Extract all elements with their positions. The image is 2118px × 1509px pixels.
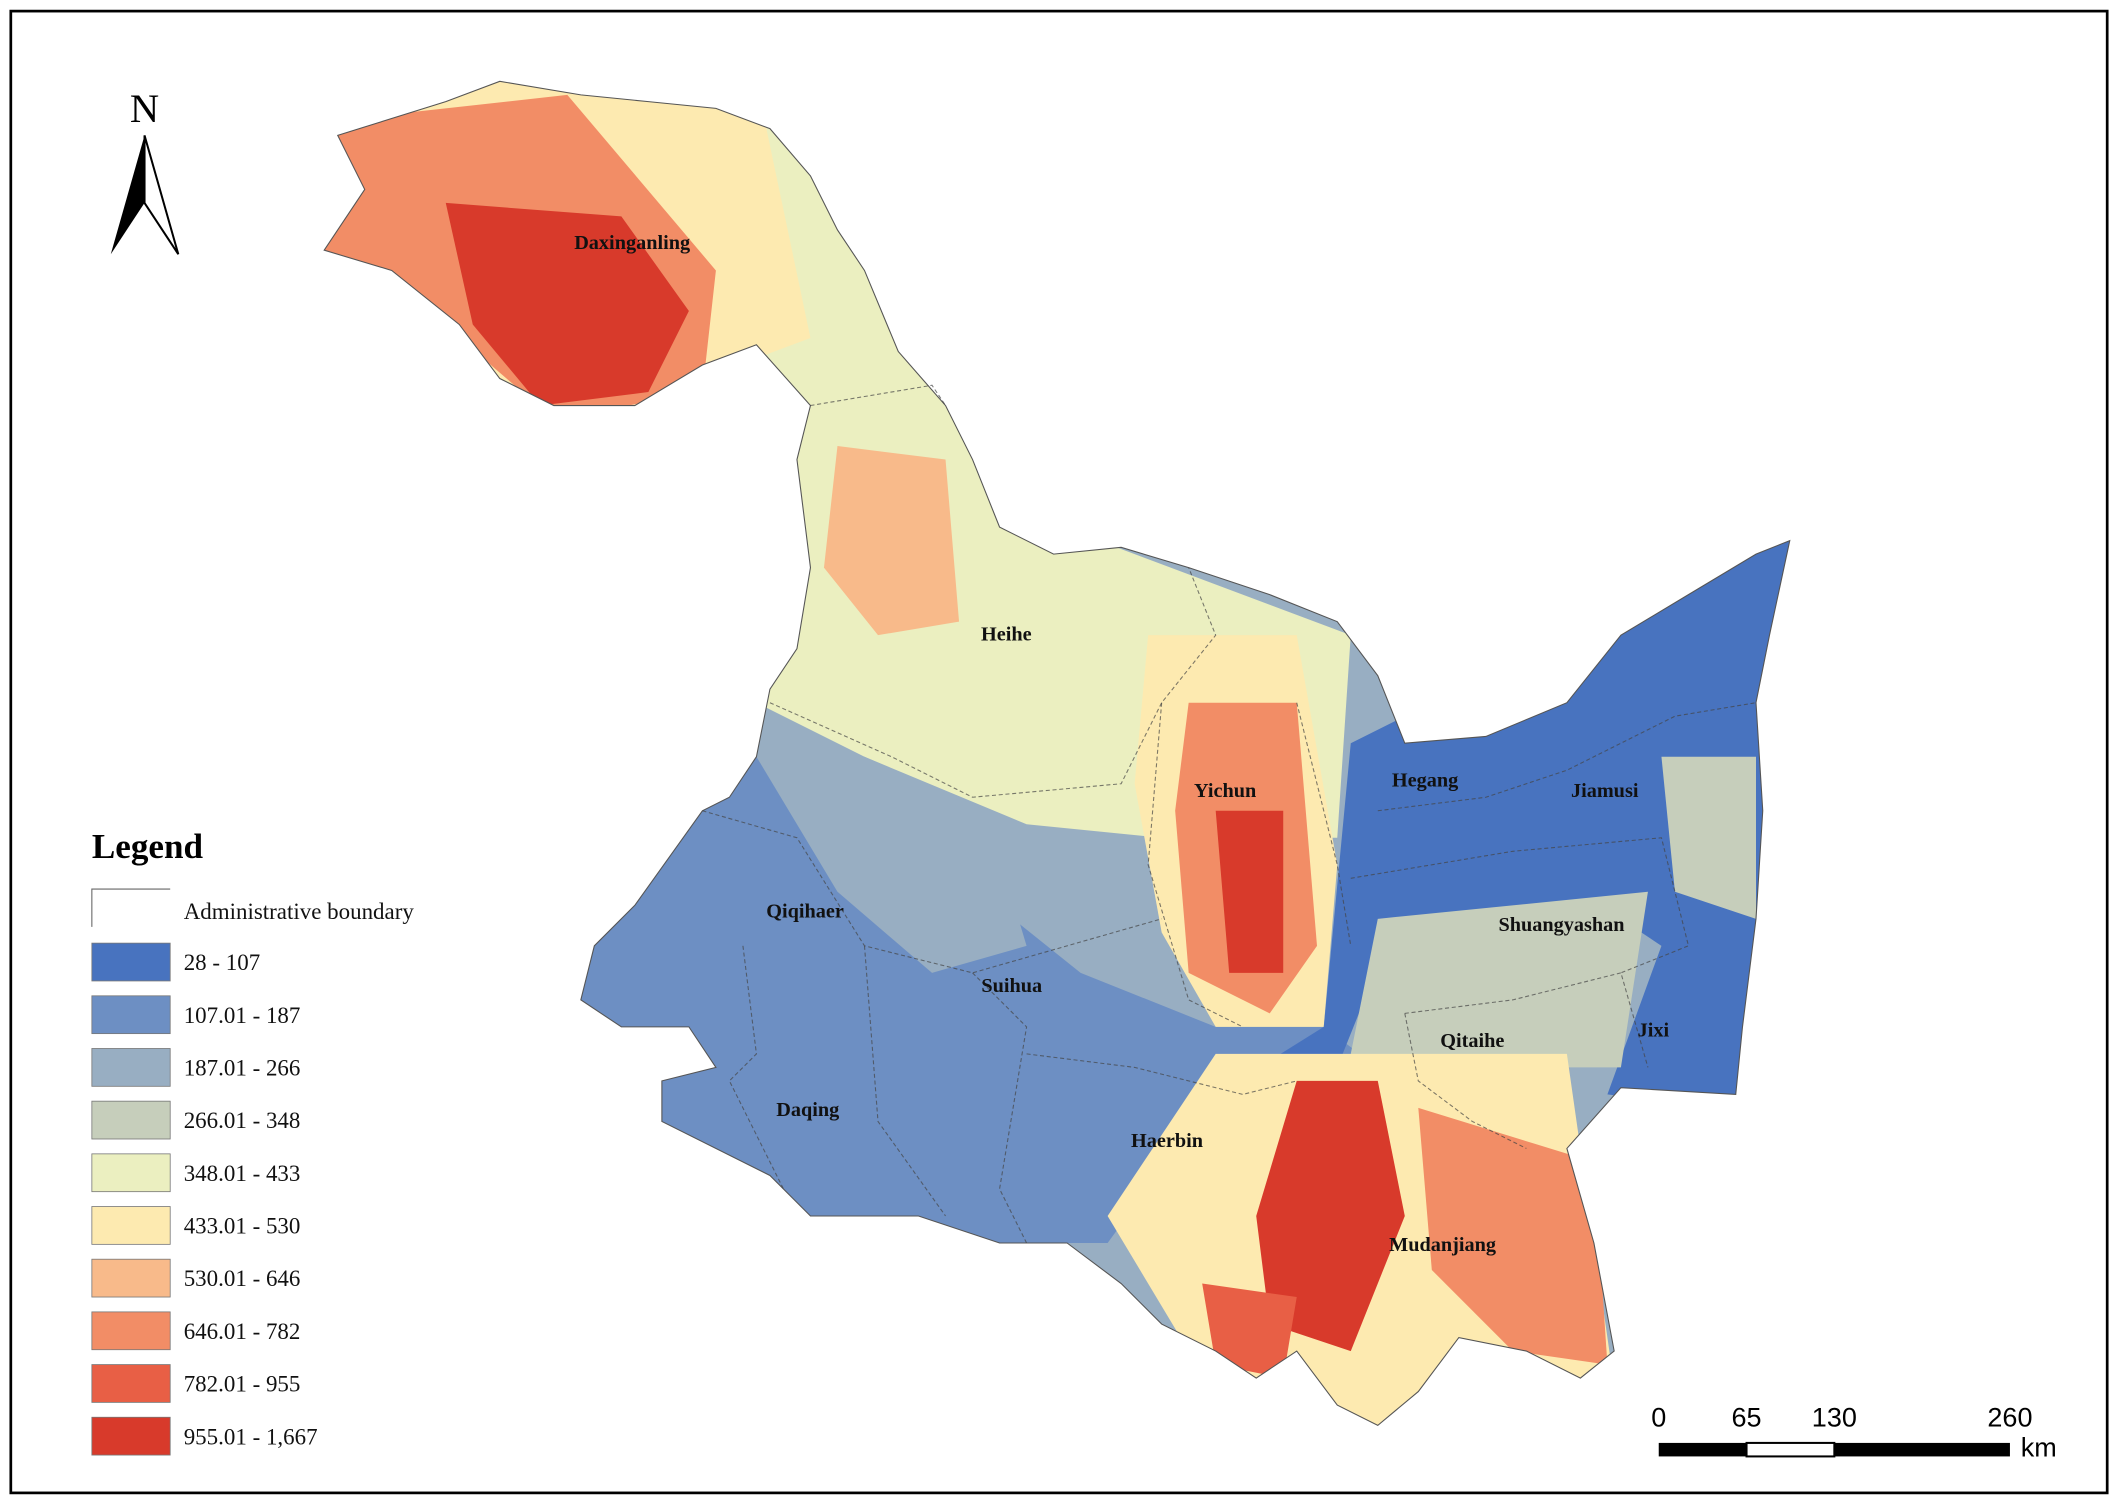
scale-segment [1658, 1442, 1747, 1457]
legend-label: 530.01 - 646 [184, 1266, 301, 1291]
place-label: Qiqihaer [766, 900, 844, 922]
place-label: Heihe [981, 624, 1032, 646]
north-label: N [130, 86, 159, 131]
place-label: Shuangyashan [1498, 914, 1624, 936]
place-label: Haerbin [1131, 1130, 1203, 1152]
legend-swatch [91, 1153, 171, 1193]
legend-swatch [91, 1100, 171, 1140]
place-label: Mudanjiang [1389, 1234, 1496, 1256]
admin-boundaries [702, 384, 1757, 1244]
place-labels: Daxinganling Heihe Yichun Hegang Jiamusi… [574, 232, 1669, 1256]
legend-swatch [91, 1206, 171, 1245]
scale-segment [1834, 1442, 2010, 1457]
place-label: Hegang [1392, 769, 1458, 791]
place-label: Daxinganling [574, 232, 690, 254]
place-label: Suihua [981, 975, 1042, 997]
legend-label: 107.01 - 187 [184, 1003, 301, 1028]
legend-label: 782.01 - 955 [184, 1372, 301, 1397]
legend-boundary-swatch [91, 888, 171, 927]
place-label: Yichun [1194, 780, 1256, 802]
legend-swatch [91, 1258, 171, 1298]
scale-segment [1745, 1441, 1836, 1458]
legend-swatch [91, 995, 171, 1035]
legend-label: Administrative boundary [184, 899, 415, 924]
north-arrow-right [143, 135, 180, 255]
legend-swatch [91, 1416, 171, 1456]
legend-swatch [91, 1364, 171, 1403]
legend-swatch [91, 942, 171, 982]
legend-title: Legend [92, 827, 204, 866]
legend-swatch [91, 1048, 171, 1087]
place-label: Jiamusi [1571, 780, 1639, 802]
scale-bar: 0 65 130 260 km [1651, 1403, 2057, 1463]
legend-label: 28 - 107 [184, 950, 261, 975]
legend-label: 955.01 - 1,667 [184, 1424, 318, 1449]
scale-label: 130 [1812, 1403, 1857, 1433]
scale-label: 65 [1732, 1403, 1762, 1433]
place-label: Jixi [1638, 1019, 1670, 1041]
legend: Legend Administrative boundary 28 - 107 1… [91, 827, 415, 1456]
scale-label: 260 [1987, 1403, 2032, 1433]
scale-label: 0 [1651, 1403, 1666, 1433]
scale-unit: km [2021, 1432, 2057, 1462]
legend-label: 266.01 - 348 [184, 1108, 301, 1133]
place-label: Daqing [776, 1099, 839, 1121]
legend-label: 348.01 - 433 [184, 1161, 301, 1186]
legend-label: 646.01 - 782 [184, 1319, 301, 1344]
legend-label: 433.01 - 530 [184, 1214, 301, 1239]
legend-label: 187.01 - 266 [184, 1056, 301, 1081]
legend-swatch [91, 1311, 171, 1351]
place-label: Qitaihe [1440, 1030, 1504, 1052]
